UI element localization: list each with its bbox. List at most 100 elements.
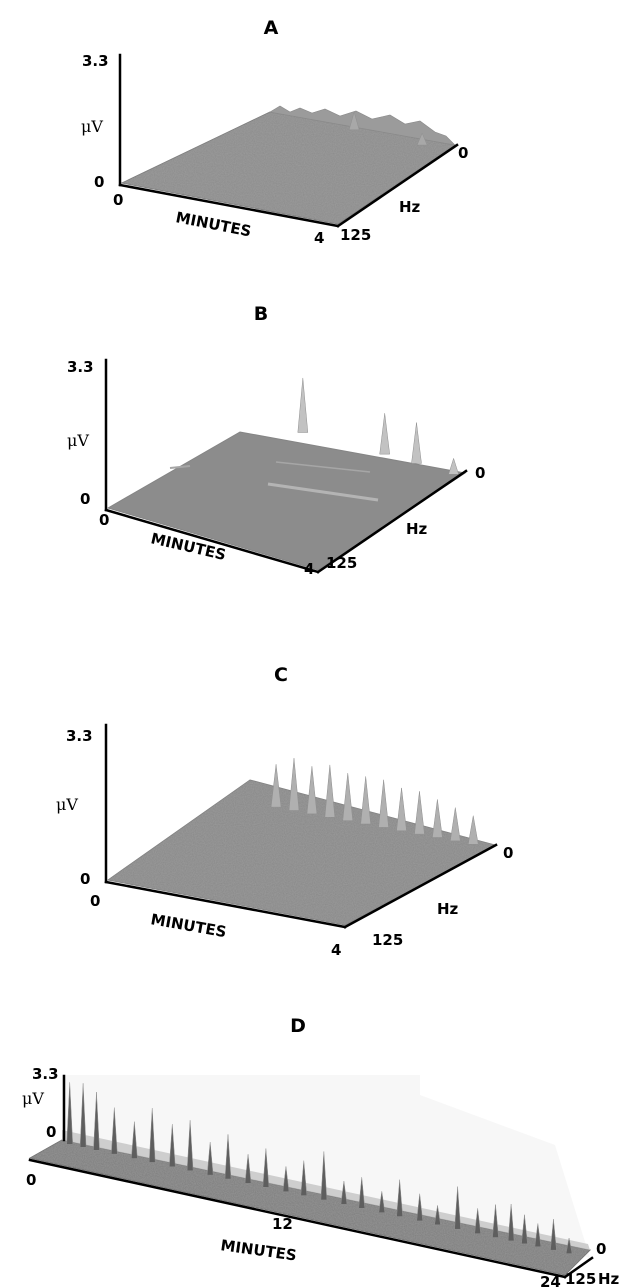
panel-c-z-tick-max: 3.3: [66, 727, 93, 745]
peak-mark: [324, 764, 336, 818]
panel-b-y-tick-min: 125: [326, 554, 357, 572]
panel-c-x-tick-end: 4: [331, 941, 341, 959]
peak-mark: [206, 1142, 214, 1176]
panel-c: C 3.3 μV 0 0 MINUTES 4 125 Hz 0: [56, 664, 513, 959]
peak-mark: [416, 132, 428, 146]
panel-b: B 3.3 μV 0 0 MINUTES 4 125 Hz 0: [67, 303, 485, 578]
peak-mark: [416, 1193, 423, 1222]
peak-mark: [360, 776, 371, 825]
panel-a-title: A: [264, 17, 279, 39]
panel-b-y-axis: [316, 469, 468, 574]
peak-mark: [378, 1191, 386, 1213]
peak-mark: [262, 1148, 270, 1188]
panel-c-z-tick-min: 0: [80, 870, 90, 888]
panel-d-x-tick-end: 24: [540, 1273, 561, 1288]
panel-d-x-axis: [28, 1158, 567, 1279]
panel-a-ridge: [269, 105, 456, 146]
panel-b-y-label: Hz: [406, 520, 428, 538]
panel-b-x-tick-end: 4: [304, 560, 314, 578]
peak-mark: [282, 1166, 290, 1192]
panel-c-title: C: [274, 664, 288, 686]
peak-mark: [300, 1160, 308, 1196]
peak-mark: [348, 111, 360, 131]
panel-d-peaks: [66, 1082, 573, 1254]
peak-mark: [507, 1204, 515, 1242]
peak-mark: [450, 807, 461, 842]
panel-d-title: D: [290, 1015, 306, 1037]
peak-mark: [358, 1177, 366, 1209]
panel-b-streak-1: [267, 482, 379, 502]
peak-mark: [297, 377, 309, 433]
peak-mark: [454, 1186, 461, 1230]
panel-d-x-label: MINUTES: [219, 1236, 297, 1264]
peak-mark: [169, 1124, 176, 1168]
peak-mark: [414, 791, 425, 835]
panel-b-z-tick-max: 3.3: [67, 358, 94, 376]
peak-mark: [93, 1092, 100, 1151]
panel-d-y-label: Hz: [598, 1270, 619, 1288]
panel-a-x-tick-start: 0: [113, 191, 123, 209]
peak-mark: [521, 1214, 528, 1245]
peak-mark: [565, 1238, 573, 1254]
peak-mark: [550, 1219, 557, 1251]
peak-mark: [111, 1107, 118, 1155]
panel-b-y-tick-max: 0: [475, 464, 485, 482]
panel-d-y-tick-min: 125: [565, 1270, 596, 1288]
peak-mark: [432, 799, 443, 838]
panel-d: D 3.3 μV 0 0 12 MINUTES 24 125 Hz 0: [22, 1015, 619, 1288]
peak-mark: [288, 758, 300, 811]
peak-mark: [244, 1154, 252, 1184]
peak-mark: [342, 773, 354, 821]
peak-mark: [66, 1082, 73, 1145]
peak-mark: [79, 1083, 87, 1148]
panel-b-z-tick-min: 0: [80, 490, 90, 508]
panel-a-y-axis: [336, 143, 459, 228]
peak-mark: [396, 1179, 403, 1217]
panel-c-z-label: μV: [56, 795, 78, 814]
panel-c-x-tick-start: 0: [90, 892, 100, 910]
panel-c-y-axis: [343, 843, 498, 929]
panel-a-z-label: μV: [81, 117, 103, 136]
panel-d-x-tick-start: 0: [26, 1171, 36, 1189]
panel-a-x-axis: [118, 183, 340, 228]
peak-mark: [306, 766, 318, 815]
panel-b-x-tick-start: 0: [99, 511, 109, 529]
panel-d-z-tick-max: 3.3: [32, 1065, 59, 1083]
panel-c-y-tick-max: 0: [503, 844, 513, 862]
peak-mark: [186, 1120, 194, 1171]
peak-mark: [467, 815, 479, 845]
panel-c-x-axis: [104, 880, 347, 929]
panel-d-z-label: μV: [22, 1089, 44, 1108]
panel-a-y-tick-max: 0: [458, 144, 468, 162]
panel-a-y-tick-min: 125: [340, 226, 371, 244]
peak-mark: [340, 1181, 348, 1205]
peak-mark: [474, 1208, 481, 1234]
panel-b-streak-2: [275, 461, 371, 473]
peak-mark: [411, 422, 422, 464]
peak-mark: [434, 1205, 441, 1226]
panel-d-z-tick-min: 0: [46, 1123, 56, 1141]
peak-mark: [492, 1204, 499, 1238]
panel-a: A 3.3 μV 0 0 MINUTES 4 125 Hz 0: [81, 17, 468, 247]
peak-mark: [148, 1108, 156, 1163]
panel-d-y-axis: [563, 1256, 594, 1279]
panel-b-peaks: [297, 377, 459, 475]
peak-mark: [396, 787, 407, 831]
peak-mark: [448, 457, 459, 475]
panel-a-x-tick-end: 4: [314, 229, 324, 247]
panel-c-y-tick-min: 125: [372, 931, 403, 949]
panel-c-x-label: MINUTES: [149, 910, 227, 941]
panel-b-streak-3: [169, 465, 191, 469]
panel-a-x-label: MINUTES: [174, 208, 253, 240]
peak-mark: [379, 413, 390, 455]
panel-a-z-tick-max: 3.3: [82, 52, 109, 70]
panel-a-y-label: Hz: [399, 198, 421, 216]
peak-mark: [534, 1223, 542, 1248]
panel-b-z-label: μV: [67, 431, 89, 450]
panel-c-y-label: Hz: [437, 900, 459, 918]
peak-mark: [378, 779, 389, 828]
panel-b-title: B: [254, 303, 268, 325]
peak-mark: [320, 1151, 328, 1201]
peak-mark: [131, 1121, 138, 1159]
peak-mark: [224, 1134, 232, 1180]
